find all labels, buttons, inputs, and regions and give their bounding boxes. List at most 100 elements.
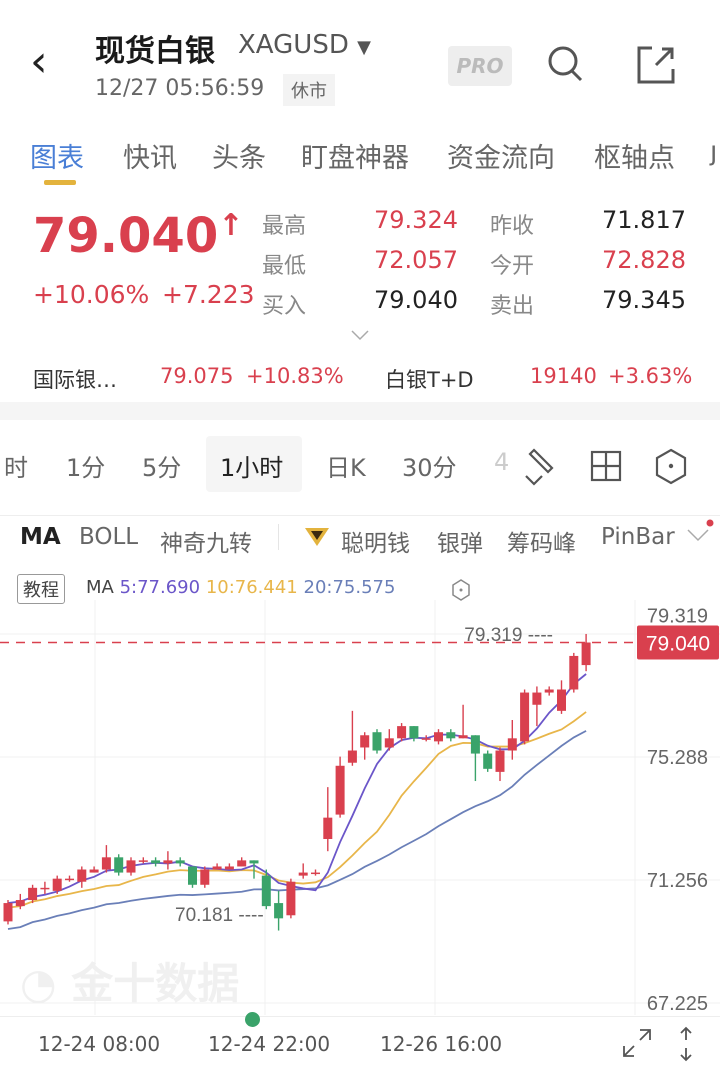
candle-down <box>409 726 419 739</box>
ma20-value: 20:75.575 <box>303 577 396 598</box>
y-tick-label: 67.225 <box>647 993 708 1015</box>
indicator-td9[interactable]: 神奇九转 <box>160 531 252 557</box>
candle-up <box>520 692 530 742</box>
vertical-scale-icon[interactable] <box>676 1024 696 1064</box>
candle-down <box>175 860 185 864</box>
candle-up <box>507 738 517 751</box>
divider <box>0 515 720 516</box>
related-price: 19140 <box>530 364 597 388</box>
ma5-value: 5:77.690 <box>119 577 201 598</box>
interval-tab[interactable]: 5分 <box>142 454 182 482</box>
x-tick-label: 12-26 16:00 <box>380 1032 503 1056</box>
watermark-logo-icon: ◔ <box>20 959 72 1008</box>
related-name[interactable]: 国际银… <box>33 368 117 392</box>
candle-up <box>544 689 554 693</box>
low-label: 70.181 ---- <box>175 905 264 926</box>
tab-fund-flow[interactable]: 资金流向 <box>447 143 555 174</box>
stat-label: 今开 <box>490 254 535 279</box>
draw-pen-icon[interactable] <box>522 446 558 486</box>
interval-tab[interactable]: 日K <box>326 454 366 482</box>
watermark-logo: ◔ 金十数据 <box>20 959 240 1008</box>
page-title: 现货白银 <box>95 34 215 69</box>
symbol-selector[interactable]: XAGUSD ▼ <box>238 30 371 60</box>
candle-up <box>126 860 136 873</box>
more-indicators-chevron-icon[interactable] <box>684 518 718 548</box>
candle-up <box>163 860 173 864</box>
indicator-silver-bullet[interactable]: 银弹 <box>437 531 483 557</box>
last-price-tag <box>637 625 719 660</box>
layout-grid-icon[interactable] <box>590 450 624 484</box>
market-status-badge: 休市 <box>283 74 335 106</box>
candle-down <box>274 903 284 919</box>
indicator-pinbar[interactable]: PinBar <box>601 524 675 550</box>
settings-hexagon-icon[interactable] <box>654 448 688 486</box>
candle-down <box>446 732 456 739</box>
expand-chevron-icon[interactable] <box>350 328 370 342</box>
interval-tab[interactable]: 时 <box>4 454 28 482</box>
indicator-ma[interactable]: MA <box>20 524 61 550</box>
interval-tab[interactable]: 4 <box>494 448 510 476</box>
candle-up <box>323 817 333 840</box>
candle-up <box>360 735 370 748</box>
candle-up <box>40 887 50 890</box>
candle-up <box>224 866 234 870</box>
candle-down <box>151 860 161 864</box>
interval-selected-bg <box>206 436 302 492</box>
back-button[interactable]: ‹ <box>30 36 48 87</box>
candle-up <box>397 726 407 739</box>
fullscreen-icon[interactable] <box>620 1026 654 1060</box>
stat-label: 最高 <box>262 214 307 239</box>
candle-up <box>384 738 394 748</box>
interval-tab[interactable]: 1分 <box>66 454 106 482</box>
share-external-icon[interactable] <box>636 45 676 85</box>
interval-tab[interactable]: 30分 <box>402 454 457 482</box>
related-name[interactable]: 白银T+D <box>385 368 474 392</box>
candle-down <box>249 860 259 864</box>
ma20-line <box>7 730 587 930</box>
indicator-boll[interactable]: BOLL <box>79 524 139 550</box>
stat-value: 79.040 <box>374 286 458 314</box>
stat-value: 72.057 <box>374 246 458 274</box>
candle-up <box>298 872 308 876</box>
tutorial-button[interactable]: 教程 <box>17 574 65 604</box>
candle-down <box>261 875 271 907</box>
last-price-tag-text: 79.040 <box>646 633 710 656</box>
y-tick-label: 79.319 <box>647 606 708 628</box>
tab-pivot[interactable]: 枢轴点 <box>594 143 675 174</box>
interval-tab-active[interactable]: 1小时 <box>220 454 284 482</box>
search-icon[interactable] <box>546 44 586 84</box>
candle-up <box>65 878 74 881</box>
main-tabs: 图表 快讯 头条 盯盘神器 资金流向 枢轴点 յ <box>0 130 720 190</box>
candle-up <box>569 655 579 690</box>
candle-up <box>200 869 210 885</box>
event-marker-dot[interactable] <box>245 1012 260 1027</box>
tab-headlines[interactable]: 头条 <box>212 143 266 174</box>
ma10-value: 10:76.441 <box>205 577 298 598</box>
ma-settings-icon[interactable] <box>450 578 472 602</box>
tab-more[interactable]: յ <box>710 136 718 167</box>
candle-up <box>237 860 247 867</box>
tab-monitor[interactable]: 盯盘神器 <box>301 143 409 174</box>
pro-button[interactable]: PRO <box>448 46 512 86</box>
y-tick-label: 71.256 <box>647 870 708 892</box>
related-pct: +10.83% <box>246 364 344 388</box>
stat-value: 79.324 <box>374 206 458 234</box>
stat-label: 昨收 <box>490 214 535 239</box>
stat-value: 72.828 <box>602 246 686 274</box>
stat-value: 79.345 <box>602 286 686 314</box>
candle-up <box>311 872 320 875</box>
candle-up <box>335 765 345 815</box>
active-tab-indicator <box>44 180 76 185</box>
candle-up <box>421 738 431 740</box>
indicator-smart-money[interactable]: 聪明钱 <box>341 531 410 557</box>
tab-flash[interactable]: 快讯 <box>123 143 177 174</box>
candle-up <box>557 689 566 711</box>
candle-down <box>188 866 197 885</box>
candlestick-chart[interactable]: 79.319 75.288 71.256 67.225 79.040 79.319 ---… <box>0 600 720 1020</box>
diamond-premium-icon <box>305 528 329 546</box>
tab-chart[interactable]: 图表 <box>30 143 84 174</box>
indicator-chip-peak[interactable]: 筹码峰 <box>507 531 576 557</box>
x-tick-label: 12-24 22:00 <box>208 1032 331 1056</box>
related-pct: +3.63% <box>608 364 693 388</box>
stat-label: 卖出 <box>490 294 535 319</box>
